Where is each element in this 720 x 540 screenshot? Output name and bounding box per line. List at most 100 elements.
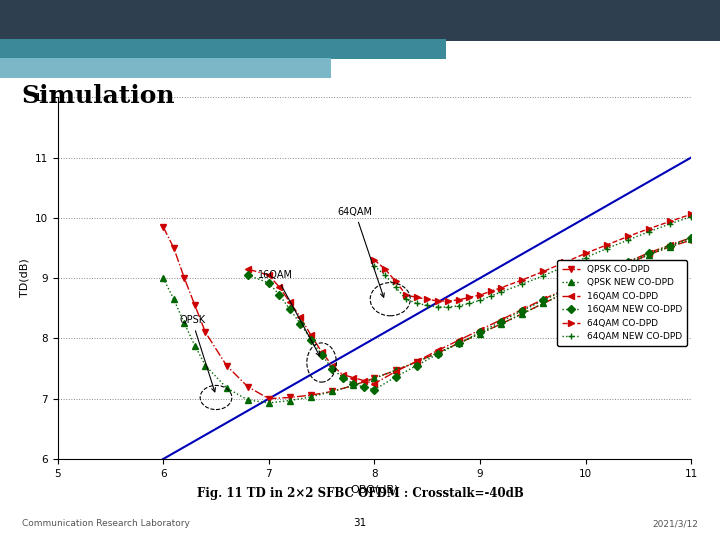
16QAM NEW CO-DPD	[581, 277, 590, 284]
QPSK NEW CO-DPD	[201, 362, 210, 369]
16QAM CO-DPD	[539, 296, 548, 302]
QPSK NEW CO-DPD	[180, 320, 189, 327]
QPSK NEW CO-DPD	[307, 394, 315, 400]
QPSK NEW CO-DPD	[454, 340, 463, 347]
QPSK CO-DPD	[666, 244, 675, 250]
64QAM NEW CO-DPD	[666, 220, 675, 227]
16QAM CO-DPD	[296, 314, 305, 321]
16QAM CO-DPD	[243, 266, 252, 272]
16QAM CO-DPD	[644, 249, 653, 256]
Text: 16QAM: 16QAM	[258, 270, 320, 356]
16QAM CO-DPD	[264, 272, 273, 278]
16QAM NEW CO-DPD	[476, 329, 485, 336]
Text: 31: 31	[354, 518, 366, 528]
16QAM NEW CO-DPD	[359, 384, 368, 390]
Legend: QPSK CO-DPD, QPSK NEW CO-DPD, 16QAM CO-DPD, 16QAM NEW CO-DPD, 64QAM CO-DPD, 64QA: QPSK CO-DPD, QPSK NEW CO-DPD, 16QAM CO-D…	[557, 260, 687, 346]
QPSK NEW CO-DPD	[476, 330, 485, 337]
16QAM CO-DPD	[581, 276, 590, 283]
64QAM NEW CO-DPD	[454, 302, 463, 309]
64QAM CO-DPD	[465, 294, 474, 301]
QPSK NEW CO-DPD	[370, 375, 379, 381]
QPSK CO-DPD	[581, 280, 590, 286]
64QAM NEW CO-DPD	[476, 297, 485, 303]
16QAM NEW CO-DPD	[433, 351, 442, 357]
QPSK CO-DPD	[307, 392, 315, 399]
16QAM CO-DPD	[666, 242, 675, 248]
64QAM NEW CO-DPD	[624, 237, 632, 244]
QPSK NEW CO-DPD	[349, 382, 358, 389]
QPSK NEW CO-DPD	[497, 321, 505, 327]
64QAM NEW CO-DPD	[581, 254, 590, 261]
64QAM CO-DPD	[391, 278, 400, 285]
16QAM CO-DPD	[275, 284, 284, 291]
16QAM CO-DPD	[359, 377, 368, 384]
64QAM CO-DPD	[581, 250, 590, 256]
QPSK CO-DPD	[454, 340, 463, 347]
QPSK NEW CO-DPD	[603, 270, 611, 276]
16QAM NEW CO-DPD	[296, 321, 305, 327]
16QAM CO-DPD	[497, 316, 505, 323]
QPSK CO-DPD	[603, 270, 611, 276]
16QAM NEW CO-DPD	[349, 380, 358, 387]
16QAM NEW CO-DPD	[243, 272, 252, 278]
64QAM CO-DPD	[486, 288, 495, 295]
Text: Fig. 11 TD in 2×2 SFBC OFDM : Crosstalk=-40dB: Fig. 11 TD in 2×2 SFBC OFDM : Crosstalk=…	[197, 487, 523, 500]
QPSK NEW CO-DPD	[413, 359, 421, 365]
16QAM NEW CO-DPD	[391, 374, 400, 380]
Y-axis label: TD(dB): TD(dB)	[19, 259, 29, 298]
QPSK NEW CO-DPD	[328, 388, 336, 395]
16QAM CO-DPD	[433, 347, 442, 354]
64QAM NEW CO-DPD	[465, 300, 474, 307]
QPSK CO-DPD	[191, 302, 199, 308]
QPSK NEW CO-DPD	[560, 290, 569, 296]
QPSK CO-DPD	[624, 260, 632, 267]
16QAM NEW CO-DPD	[603, 268, 611, 274]
16QAM NEW CO-DPD	[328, 365, 336, 372]
16QAM CO-DPD	[328, 362, 336, 369]
QPSK CO-DPD	[222, 362, 231, 369]
64QAM CO-DPD	[539, 268, 548, 275]
64QAM NEW CO-DPD	[370, 263, 379, 269]
16QAM CO-DPD	[349, 374, 358, 381]
Text: 64QAM: 64QAM	[338, 207, 384, 297]
64QAM NEW CO-DPD	[413, 300, 421, 307]
16QAM NEW CO-DPD	[624, 259, 632, 265]
Text: Communication Research Laboratory: Communication Research Laboratory	[22, 519, 189, 528]
16QAM CO-DPD	[338, 372, 347, 378]
64QAM CO-DPD	[381, 266, 390, 272]
64QAM NEW CO-DPD	[603, 245, 611, 252]
16QAM NEW CO-DPD	[560, 287, 569, 293]
QPSK CO-DPD	[159, 224, 168, 230]
16QAM CO-DPD	[454, 337, 463, 343]
64QAM NEW CO-DPD	[486, 293, 495, 300]
QPSK CO-DPD	[169, 245, 178, 251]
QPSK NEW CO-DPD	[433, 349, 442, 356]
64QAM CO-DPD	[402, 292, 410, 298]
QPSK CO-DPD	[518, 310, 526, 317]
Line: QPSK CO-DPD: QPSK CO-DPD	[161, 224, 694, 401]
64QAM CO-DPD	[370, 257, 379, 264]
64QAM NEW CO-DPD	[644, 228, 653, 235]
64QAM CO-DPD	[624, 233, 632, 240]
64QAM CO-DPD	[497, 285, 505, 291]
QPSK CO-DPD	[476, 330, 485, 337]
Line: 16QAM CO-DPD: 16QAM CO-DPD	[245, 235, 694, 387]
Line: 16QAM NEW CO-DPD: 16QAM NEW CO-DPD	[245, 235, 694, 393]
QPSK CO-DPD	[539, 300, 548, 307]
Text: 2021/3/12: 2021/3/12	[652, 519, 698, 528]
QPSK CO-DPD	[243, 383, 252, 390]
X-axis label: OBO(dB): OBO(dB)	[350, 484, 399, 494]
QPSK CO-DPD	[433, 349, 442, 356]
64QAM NEW CO-DPD	[497, 289, 505, 295]
QPSK NEW CO-DPD	[581, 280, 590, 286]
64QAM NEW CO-DPD	[518, 281, 526, 287]
QPSK CO-DPD	[560, 290, 569, 296]
QPSK NEW CO-DPD	[644, 251, 653, 258]
64QAM NEW CO-DPD	[402, 296, 410, 302]
16QAM NEW CO-DPD	[275, 292, 284, 298]
64QAM CO-DPD	[603, 242, 611, 248]
64QAM NEW CO-DPD	[391, 284, 400, 291]
64QAM CO-DPD	[644, 225, 653, 232]
QPSK NEW CO-DPD	[687, 235, 696, 242]
64QAM CO-DPD	[687, 211, 696, 218]
